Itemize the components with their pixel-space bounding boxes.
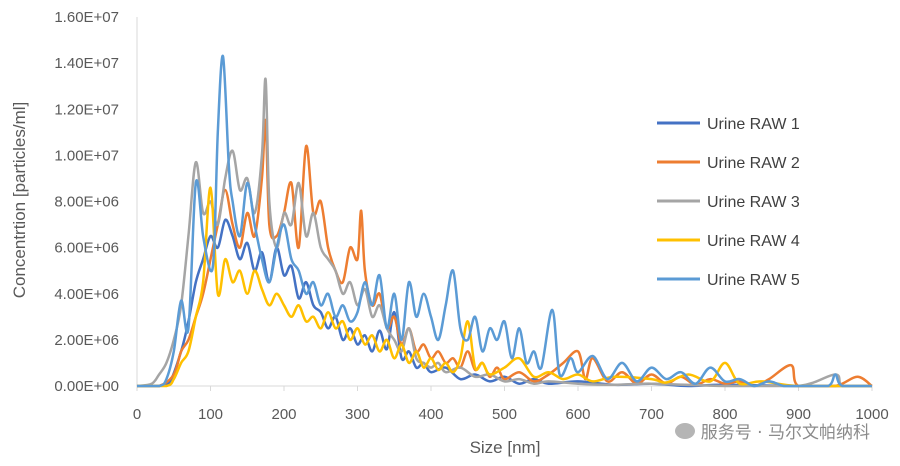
x-tick-label: 900 <box>786 406 811 423</box>
x-tick-label: 700 <box>639 406 664 423</box>
y-tick-label: 4.00E+06 <box>54 286 119 303</box>
legend-label: Urine RAW 2 <box>707 155 800 172</box>
x-tick-label: 600 <box>565 406 590 423</box>
x-tick-label: 200 <box>271 406 296 423</box>
legend-label: Urine RAW 4 <box>707 233 800 250</box>
wechat-icon <box>674 422 695 439</box>
watermark-text: 服务号 · 马尔文帕纳科 <box>700 423 870 443</box>
y-tick-label: 0.00E+00 <box>54 378 119 395</box>
legend: Urine RAW 1 Urine RAW 2 Urine RAW 3 Urine R… <box>657 116 800 289</box>
y-tick-label: 1.60E+07 <box>54 9 119 26</box>
y-axis-title: Concentrtion [particles/ml] <box>10 102 29 299</box>
series-lines <box>136 54 873 388</box>
y-tick-label: 1.20E+07 <box>54 101 119 118</box>
x-tick-label: 500 <box>492 406 517 423</box>
legend-label: Urine RAW 5 <box>707 272 800 289</box>
legend-label: Urine RAW 3 <box>707 194 800 211</box>
x-tick-label: 800 <box>712 406 737 423</box>
x-tick-label: 400 <box>418 406 443 423</box>
legend-label: Urine RAW 1 <box>707 116 800 133</box>
watermark: 服务号 · 马尔文帕纳科 <box>674 418 870 443</box>
x-tick-label: 100 <box>198 406 223 423</box>
series-line-4 <box>137 186 872 388</box>
y-tick-label: 1.40E+07 <box>54 55 119 72</box>
y-tick-label: 1.00E+07 <box>54 147 119 164</box>
x-axis-title: Size [nm] <box>470 438 541 457</box>
y-axis-ticks: 0.00E+00 2.00E+06 4.00E+06 6.00E+06 8.00E+06… <box>54 9 119 395</box>
y-tick-label: 8.00E+06 <box>54 194 119 211</box>
y-tick-label: 6.00E+06 <box>54 240 119 257</box>
y-tick-label: 2.00E+06 <box>54 332 119 349</box>
series-line-5 <box>137 54 872 388</box>
x-tick-label: 0 <box>133 406 141 423</box>
x-tick-label: 1000 <box>855 406 888 423</box>
x-tick-label: 300 <box>345 406 370 423</box>
